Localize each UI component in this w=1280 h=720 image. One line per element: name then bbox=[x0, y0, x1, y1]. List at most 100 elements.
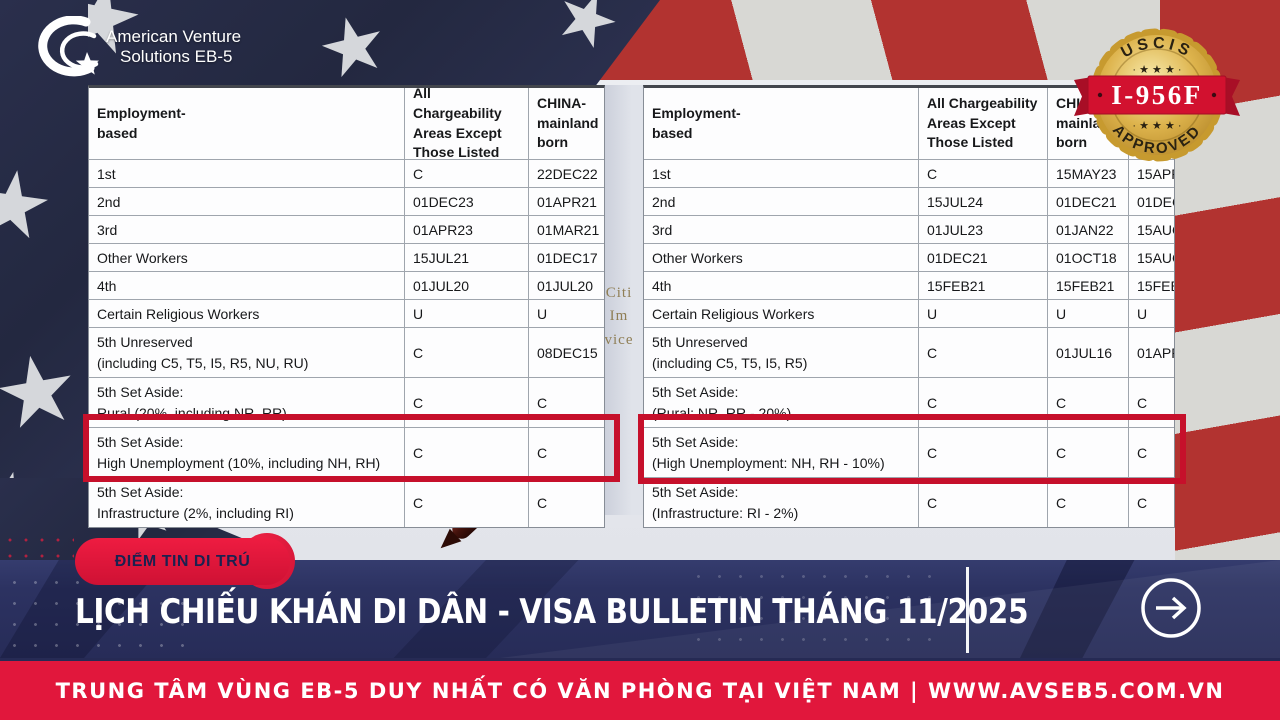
value-cell: U bbox=[537, 305, 548, 322]
row-label-cell: 5th Set Aside: (Rural: NR, RR - 20%) bbox=[644, 378, 919, 427]
paper-fold-shadow bbox=[601, 85, 645, 515]
value-cell: C bbox=[919, 328, 1048, 377]
logo-name-line2: Solutions EB-5 bbox=[120, 47, 233, 66]
table-row: 2nd 01DEC23 01APR21 bbox=[89, 188, 604, 216]
value-cell: U bbox=[1048, 300, 1129, 327]
table-row: 5th Set Aside: (Infrastructure: RI - 2%)… bbox=[644, 478, 1174, 527]
logo-swoosh-icon bbox=[38, 16, 99, 77]
gold-seal-icon: USCIS · ★ ★ ★ · I-956F · ★ ★ ★ · APPROVE… bbox=[1074, 28, 1240, 162]
row-label-cell: 5th Set Aside: High Unemployment (10%, i… bbox=[89, 428, 405, 477]
row-label-cell: 4th bbox=[89, 272, 405, 299]
dot-pattern bbox=[4, 572, 194, 652]
table-row: 2nd 15JUL24 01DEC21 01DEC bbox=[644, 188, 1174, 216]
row-label-cell: Certain Religious Workers bbox=[644, 300, 919, 327]
row-label-cell: 2nd bbox=[644, 188, 919, 215]
flag-star-icon: ★ bbox=[308, 0, 398, 88]
row-label-cell: 3rd bbox=[644, 216, 919, 243]
value-cell: C bbox=[1137, 394, 1148, 411]
uscis-letter-watermark: Citi Im vice bbox=[604, 285, 634, 348]
title-banner bbox=[0, 560, 1280, 658]
logo-text: American Venture Solutions EB-5 bbox=[106, 27, 241, 66]
value-cell: C bbox=[405, 378, 529, 427]
row-label-cell: 5th Set Aside: Rural (20%, including NR,… bbox=[89, 378, 405, 427]
arrow-right-icon bbox=[1141, 578, 1201, 638]
badge-form-number: I-956F bbox=[1111, 80, 1203, 110]
value-cell: 15MAY23 bbox=[1048, 160, 1129, 187]
value-cell: 01JAN22 bbox=[1048, 216, 1129, 243]
row-label-cell: 5th Set Aside: Infrastructure (2%, inclu… bbox=[89, 478, 405, 527]
value-cell: 15FEB21 bbox=[1048, 272, 1129, 299]
flag-star-icon: ★ bbox=[0, 146, 60, 263]
table-header-row: Employment- based All Chargeability Area… bbox=[644, 88, 1174, 160]
value-cell: U bbox=[405, 300, 529, 327]
value-cell: 01DEC21 bbox=[1048, 188, 1129, 215]
value-cell: C bbox=[1048, 378, 1129, 427]
value-cell: 01JUL16 bbox=[1048, 328, 1129, 377]
visa-table-next-month: Employment- based All Chargeability Area… bbox=[643, 85, 1175, 528]
kicker-label: ĐIỂM TIN DI TRÚ bbox=[114, 552, 251, 570]
column-header-cell: All Chargeability Areas Except Those Lis… bbox=[919, 88, 1048, 159]
row-label-cell: 3rd bbox=[89, 216, 405, 243]
table-row-highlighted: 5th Set Aside: (High Unemployment: NH, R… bbox=[644, 428, 1174, 478]
value-cell: C bbox=[919, 378, 1048, 427]
value-cell: C bbox=[405, 328, 529, 377]
value-cell: C bbox=[1048, 478, 1129, 527]
column-header-cell: All Chargeability Areas Except Those Lis… bbox=[405, 88, 529, 159]
value-cell: C bbox=[1048, 428, 1129, 477]
table-row: Other Workers 01DEC21 01OCT18 15AUG bbox=[644, 244, 1174, 272]
value-cell: 01DEC21 bbox=[919, 244, 1048, 271]
row-label-cell: 2nd bbox=[89, 188, 405, 215]
column-header-cell: Employment- based bbox=[89, 88, 405, 159]
value-cell: 01APR23 bbox=[405, 216, 529, 243]
row-label-cell: 1st bbox=[644, 160, 919, 187]
value-cell: 01APR21 bbox=[537, 193, 597, 210]
value-cell: 15JUL24 bbox=[919, 188, 1048, 215]
footer-bar: TRUNG TÂM VÙNG EB-5 DUY NHẤT CÓ VĂN PHÒN… bbox=[0, 658, 1280, 720]
table-row: 5th Unreserved (including C5, T5, I5, R5… bbox=[644, 328, 1174, 378]
next-button[interactable] bbox=[1139, 576, 1203, 640]
value-cell: 15AUG bbox=[1137, 221, 1174, 238]
value-cell: C bbox=[537, 394, 548, 411]
value-cell: 22DEC22 bbox=[537, 165, 598, 182]
logo-name-line1: American Venture bbox=[106, 27, 242, 47]
badge-stars-bottom: · ★ ★ ★ · bbox=[1132, 120, 1181, 132]
value-cell: 08DEC15 bbox=[537, 344, 598, 361]
value-cell: 01DEC bbox=[1137, 193, 1174, 210]
flag-star-icon: ★ bbox=[0, 330, 88, 454]
table-row: Certain Religious Workers U U U bbox=[644, 300, 1174, 328]
value-cell: C bbox=[405, 478, 529, 527]
row-label-cell: 5th Set Aside: (Infrastructure: RI - 2%) bbox=[644, 478, 919, 527]
value-cell: C bbox=[919, 478, 1048, 527]
table-row-highlighted: 5th Set Aside: High Unemployment (10%, i… bbox=[89, 428, 604, 478]
flag-canton-left: ★ ★ ★ bbox=[0, 0, 88, 562]
value-cell: 01JUL23 bbox=[919, 216, 1048, 243]
dot-pattern bbox=[688, 566, 938, 654]
value-cell: C bbox=[1137, 444, 1148, 461]
value-cell: 15AUG bbox=[1137, 249, 1174, 266]
flag-canton-top: ★ ★ ★ bbox=[0, 0, 660, 88]
footer-text: TRUNG TÂM VÙNG EB-5 DUY NHẤT CÓ VĂN PHÒN… bbox=[55, 678, 1225, 703]
value-cell: C bbox=[537, 444, 548, 461]
value-cell: C bbox=[405, 428, 529, 477]
value-cell: 01JUL20 bbox=[537, 277, 594, 294]
value-cell: C bbox=[919, 428, 1048, 477]
page-title: LỊCH CHIẾU KHÁN DI DÂN - VISA BULLETIN T… bbox=[75, 592, 1029, 632]
badge-stars-top: · ★ ★ ★ · bbox=[1132, 64, 1181, 76]
value-cell: 15FEB bbox=[1137, 277, 1174, 294]
value-cell: C bbox=[919, 160, 1048, 187]
table-row: 1st C 22DEC22 bbox=[89, 160, 604, 188]
visa-table-current-month: Employment- based All Chargeability Area… bbox=[88, 85, 605, 528]
value-cell: 01JUL20 bbox=[405, 272, 529, 299]
kicker-pill: ĐIỂM TIN DI TRÚ bbox=[75, 538, 290, 585]
value-cell: C bbox=[405, 160, 529, 187]
table-row: Other Workers 15JUL21 01DEC17 bbox=[89, 244, 604, 272]
table-header-row: Employment- based All Chargeability Area… bbox=[89, 88, 604, 160]
column-header-cell: CHINA- mainland born bbox=[537, 94, 599, 151]
value-cell: U bbox=[1137, 305, 1148, 322]
row-label-cell: 4th bbox=[644, 272, 919, 299]
table-row: 4th 01JUL20 01JUL20 bbox=[89, 272, 604, 300]
table-row: 5th Set Aside: Infrastructure (2%, inclu… bbox=[89, 478, 604, 527]
value-cell: 15FEB21 bbox=[919, 272, 1048, 299]
value-cell: 01OCT18 bbox=[1048, 244, 1129, 271]
